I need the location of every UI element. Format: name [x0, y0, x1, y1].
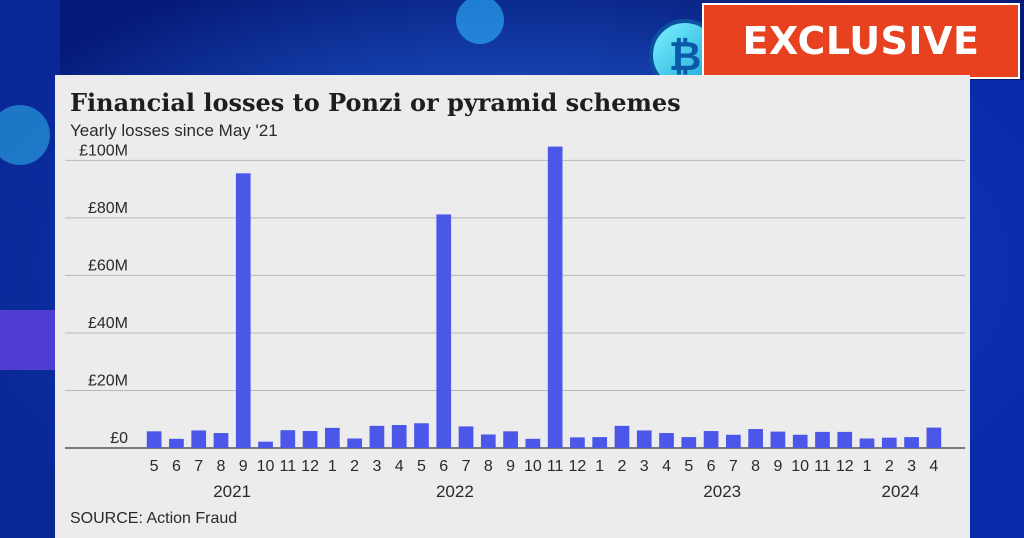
bar: [458, 426, 474, 448]
x-tick-label: 6: [707, 458, 716, 475]
chart-subtitle: Yearly losses since May '21: [70, 121, 278, 140]
x-tick-label: 1: [328, 458, 337, 475]
bar: [614, 425, 630, 448]
bar: [792, 434, 808, 448]
bar: [859, 438, 875, 448]
x-tick-label: 8: [484, 458, 493, 475]
x-tick-label: 5: [684, 458, 693, 475]
bar: [592, 437, 608, 448]
x-tick-label: 12: [301, 458, 319, 475]
bar: [391, 424, 407, 448]
x-tick-label: 4: [929, 458, 938, 475]
x-tick-label: 11: [280, 458, 297, 475]
x-tick-label: 8: [217, 458, 226, 475]
bar: [570, 437, 585, 448]
bar: [414, 423, 429, 448]
x-tick-label: 7: [729, 458, 738, 475]
x-tick-label: 3: [640, 458, 649, 475]
svg-text:₿: ₿: [669, 34, 702, 80]
bar: [659, 433, 674, 448]
bar: [280, 430, 296, 448]
source-note: SOURCE: Action Fraud: [70, 510, 238, 527]
bar: [480, 434, 496, 448]
bar: [703, 431, 719, 448]
bar: [235, 173, 251, 449]
bitcoin-coin-icon: [0, 105, 50, 165]
year-label: 2023: [703, 482, 741, 501]
bar: [770, 431, 786, 448]
x-tick-label: 6: [172, 458, 181, 475]
x-tick-label: 2: [885, 458, 894, 475]
year-label: 2021: [213, 482, 251, 501]
x-tick-label: 4: [662, 458, 671, 475]
year-label: 2024: [882, 482, 920, 501]
bar: [748, 429, 763, 448]
x-tick-label: 10: [257, 458, 275, 475]
bar: [815, 431, 830, 448]
x-tick-label: 3: [907, 458, 916, 475]
x-tick-label: 6: [439, 458, 448, 475]
bar: [503, 431, 518, 448]
bar: [726, 434, 741, 448]
bar: [258, 441, 273, 448]
bar: [436, 214, 452, 448]
x-tick-label: 1: [595, 458, 604, 475]
bar: [525, 438, 541, 448]
x-tick-label: 9: [506, 458, 515, 475]
x-tick-label: 11: [814, 458, 831, 475]
bar: [325, 427, 340, 448]
bar: [369, 425, 385, 448]
x-tick-label: 10: [524, 458, 542, 475]
bar: [191, 430, 207, 448]
y-tick-label: £20M: [88, 372, 128, 389]
x-tick-label: 5: [150, 458, 159, 475]
x-tick-label: 10: [791, 458, 809, 475]
bar: [636, 430, 652, 448]
chart-title: Financial losses to Ponzi or pyramid sch…: [70, 88, 681, 117]
x-tick-label: 1: [863, 458, 872, 475]
bar: [213, 433, 229, 448]
bar: [681, 437, 697, 448]
exclusive-badge: EXCLUSIVE: [702, 3, 1020, 79]
x-tick-label: 9: [239, 458, 248, 475]
y-tick-label: £40M: [88, 315, 128, 332]
x-tick-label: 12: [836, 458, 854, 475]
x-tick-label: 8: [751, 458, 760, 475]
bar: [904, 437, 919, 448]
y-tick-label: £0: [110, 430, 128, 447]
x-tick-label: 2: [618, 458, 627, 475]
bar: [881, 437, 897, 448]
year-label: 2022: [436, 482, 474, 501]
bar: [302, 431, 318, 448]
bar: [547, 146, 563, 448]
y-tick-label: £60M: [88, 257, 128, 274]
x-tick-label: 5: [417, 458, 426, 475]
x-tick-label: 3: [372, 458, 381, 475]
x-tick-label: 7: [194, 458, 203, 475]
y-tick-label: £100M: [79, 142, 128, 159]
bar: [169, 438, 184, 448]
bar: [926, 427, 942, 448]
x-tick-label: 7: [462, 458, 471, 475]
x-tick-label: 9: [773, 458, 782, 475]
y-tick-label: £80M: [88, 200, 128, 217]
x-tick-label: 4: [395, 458, 404, 475]
bar: [146, 431, 162, 448]
bar: [347, 438, 362, 448]
bar: [837, 431, 853, 448]
x-tick-label: 2: [350, 458, 359, 475]
bitcoin-coin-icon: [456, 0, 504, 44]
x-tick-label: 11: [547, 458, 564, 475]
x-tick-label: 12: [569, 458, 587, 475]
chart-panel: [55, 75, 970, 538]
